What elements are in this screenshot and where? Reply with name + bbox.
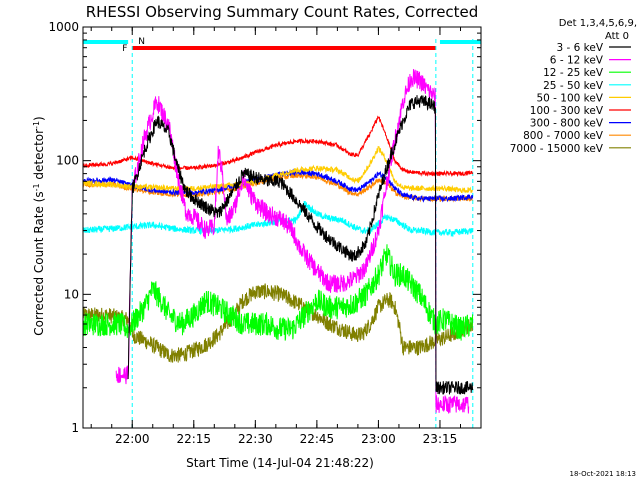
y-tick-label: 100 (56, 154, 79, 168)
y-axis-label: Corrected Count Rate (s-1 detector-1) (32, 116, 47, 335)
x-tick-label: 23:00 (361, 432, 396, 446)
legend-entry-label: 50 - 100 keV (536, 92, 603, 104)
legend-header-line-1: Det 1,3,4,5,6,9, (559, 18, 637, 29)
x-tick-label: 23:15 (423, 432, 458, 446)
x-tick-label: 22:15 (176, 432, 211, 446)
axes-layer: 1 10 100 1000 22:00 22:15 22:30 22:45 23:00 23:15 (48, 20, 482, 446)
series-line-8 (83, 283, 474, 363)
x-tick-label: 22:45 (300, 432, 335, 446)
series-line-5 (83, 115, 474, 178)
legend-header-line-2: Att 0 (605, 31, 629, 42)
series-line-4 (83, 145, 473, 194)
chart-title: RHESSI Observing Summary Count Rates, Co… (86, 3, 479, 21)
series-line-0 (127, 95, 474, 395)
legend-entry-label: 800 - 7000 keV (523, 130, 604, 142)
y-tick-label: 10 (64, 287, 79, 301)
x-axis-label: Start Time (14-Jul-04 21:48:22) (186, 456, 374, 470)
x-tick-label: 22:30 (238, 432, 273, 446)
y-tick-label: 1 (71, 421, 79, 435)
flags-layer: NF (83, 37, 481, 428)
plot-frame (82, 26, 482, 429)
flare-flag-label: F (122, 44, 127, 54)
x-tick-label: 22:00 (115, 432, 150, 446)
series-line-2 (83, 244, 474, 341)
legend-entry-label: 100 - 300 keV (530, 105, 604, 117)
night-flag-label: N (138, 37, 145, 47)
footer-date: 18-Oct-2021 18:13 (570, 470, 636, 478)
series-layer (83, 69, 474, 414)
legend-entry-label: 7000 - 15000 keV (510, 143, 604, 155)
y-tick-label: 1000 (48, 20, 79, 34)
legend-entry-label: 300 - 800 keV (530, 118, 604, 130)
legend-entry-label: 3 - 6 keV (556, 42, 603, 54)
legend-entry-label: 12 - 25 keV (543, 67, 604, 79)
legend-entry-label: 6 - 12 keV (550, 55, 604, 67)
legend-entry-label: 25 - 50 keV (543, 80, 604, 92)
